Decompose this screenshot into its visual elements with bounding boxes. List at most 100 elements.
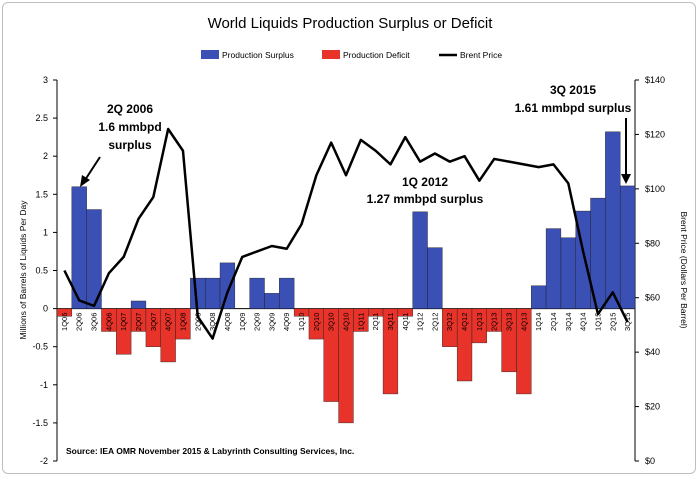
x-tick-label-3q11: 3Q11 <box>386 313 395 331</box>
annotation-2q2006: 2Q 2006 1.6 mmbpd surplus <box>80 102 162 187</box>
annotation-2q2006-line1: 2Q 2006 <box>107 102 153 116</box>
x-tick-label-2q10: 2Q10 <box>312 313 321 331</box>
x-tick-label-4q08: 4Q08 <box>223 313 232 331</box>
x-tick-label-1q10: 1Q10 <box>297 313 306 331</box>
x-tick-label-4q10: 4Q10 <box>342 313 351 331</box>
deficit-bar-1q08 <box>175 308 191 340</box>
y-tick-label: 1 <box>43 227 48 237</box>
y2-tick-label: $140 <box>645 75 665 85</box>
surplus-bar-2q14 <box>545 228 562 309</box>
surplus-bar-3q08 <box>205 277 221 309</box>
x-tick-label-1q07: 1Q07 <box>119 313 128 331</box>
x-tick-label-4q12: 4Q12 <box>460 313 469 331</box>
x-tick-label-4q09: 4Q09 <box>282 313 291 331</box>
x-tick-label-1q14: 1Q14 <box>534 313 543 331</box>
annotation-2q2006-arrow <box>84 156 101 181</box>
chart-title: World Liquids Production Surplus or Defi… <box>208 15 494 32</box>
annotation-3q2015: 3Q 2015 1.61 mmbpd surplus <box>515 83 632 184</box>
x-tick-label-1q08: 1Q08 <box>178 313 187 331</box>
surplus-bar-2q07 <box>130 300 147 309</box>
x-tick-label-4q14: 4Q14 <box>579 313 588 331</box>
x-tick-label-1q11: 1Q11 <box>356 313 365 331</box>
y-tick-label: -0.5 <box>32 342 48 352</box>
y-tick-label: 2.5 <box>35 113 48 123</box>
x-tick-label-1q15: 1Q15 <box>593 313 602 331</box>
surplus-bar-2q15 <box>605 131 621 309</box>
x-tick-label-4q07: 4Q07 <box>164 313 173 331</box>
x-tick-label-3q15: 3Q15 <box>623 313 632 331</box>
x-tick-label-1q09: 1Q09 <box>238 313 247 331</box>
x-tick-label-1q13: 1Q13 <box>475 313 484 331</box>
x-tick-label-2q09: 2Q09 <box>253 313 262 331</box>
y-tick-label: 2 <box>43 151 48 161</box>
deficit-bar-3q11 <box>382 308 399 395</box>
x-tick-label-2q08: 2Q08 <box>193 313 202 331</box>
x-tick-label-3q14: 3Q14 <box>564 313 573 331</box>
legend-surplus-label: Production Surplus <box>222 50 294 60</box>
annotation-2q2006-line2: 1.6 mmbpd <box>98 120 161 134</box>
annotation-3q2015-line2: 1.61 mmbpd surplus <box>515 101 632 115</box>
bars <box>56 131 636 424</box>
x-tick-label-3q08: 3Q08 <box>208 313 217 331</box>
x-tick-label-2q07: 2Q07 <box>134 313 143 331</box>
chart-frame <box>2 2 696 474</box>
x-tick-label-4q06: 4Q06 <box>104 313 113 331</box>
x-tick-label-2q13: 2Q13 <box>490 313 499 331</box>
y-tick-label: -2 <box>40 456 48 466</box>
y-tick-label: -1 <box>40 380 48 390</box>
price-series <box>63 127 629 340</box>
y2-axis-title: Brent Price (Dollars Per Barrel) <box>679 211 689 328</box>
x-tick-label-4q13: 4Q13 <box>519 313 528 331</box>
legend-deficit-swatch <box>322 50 340 59</box>
x-tick-label-2q12: 2Q12 <box>430 313 439 331</box>
y-tick-label: 0 <box>43 304 48 314</box>
surplus-bar-4q08 <box>219 262 236 309</box>
x-tick-labels: 1Q06 2Q06 3Q06 4Q06 1Q07 2Q07 3Q07 4Q07 1Q08 2Q08… <box>60 313 632 331</box>
surplus-bar-1q12 <box>412 211 428 309</box>
y2-tick-label: $80 <box>645 238 660 248</box>
legend-deficit-label: Production Deficit <box>343 50 410 60</box>
deficit-bar-4q10 <box>338 308 354 424</box>
x-tick-label-2q14: 2Q14 <box>549 313 558 331</box>
x-tick-label-1q12: 1Q12 <box>416 313 425 331</box>
deficit-bar-1q11 <box>353 308 369 332</box>
surplus-bar-2q09 <box>249 277 265 309</box>
y2-tick-label: $60 <box>645 293 660 303</box>
y-tick-label: 3 <box>43 75 48 85</box>
annotation-2q2006-line3: surplus <box>108 138 152 152</box>
y-tick-label: 1.5 <box>35 189 48 199</box>
x-tick-label-4q11: 4Q11 <box>401 313 410 331</box>
brent-price-line <box>63 127 629 340</box>
y2-tick-label: $120 <box>645 129 665 139</box>
surplus-bar-4q09 <box>279 277 295 309</box>
deficit-bar-4q11 <box>397 308 413 317</box>
annotation-3q2015-line1: 3Q 2015 <box>550 83 596 97</box>
deficit-bar-1q06 <box>56 308 73 317</box>
y2-tick-label: $100 <box>645 184 665 194</box>
legend: Production Surplus Production Deficit Br… <box>201 50 502 60</box>
surplus-bar-2q12 <box>427 247 443 309</box>
y-axis-title: Millions of Barrels of Liquids Per Day <box>18 200 28 340</box>
x-tick-label-2q06: 2Q06 <box>75 313 84 331</box>
deficit-bar-4q13 <box>516 308 532 395</box>
source-note: Source: IEA OMR November 2015 & Labyrint… <box>66 446 354 456</box>
surplus-bar-3q06 <box>86 209 102 309</box>
y2-tick-label: $0 <box>645 456 655 466</box>
surplus-bar-3q15 <box>619 185 636 309</box>
x-tick-label-2q15: 2Q15 <box>608 313 617 331</box>
annotation-1q2012-line2: 1.27 mmbpd surplus <box>367 192 484 206</box>
annotation-1q2012-line1: 1Q 2012 <box>402 175 448 189</box>
y-tick-label: 0.5 <box>35 266 48 276</box>
surplus-bar-3q14 <box>560 237 576 309</box>
x-tick-label-1q06: 1Q06 <box>60 313 69 331</box>
deficit-bar-4q12 <box>456 308 473 382</box>
annotation-2q2006-arrowhead <box>80 175 90 187</box>
surplus-bar-1q14 <box>531 285 547 309</box>
x-tick-label-2q11: 2Q11 <box>371 313 380 331</box>
legend-surplus-swatch <box>201 50 219 59</box>
annotation-3q2015-arrowhead <box>621 174 631 184</box>
legend-brent-label: Brent Price <box>460 50 502 60</box>
x-tick-label-3q09: 3Q09 <box>267 313 276 331</box>
x-tick-label-3q07: 3Q07 <box>149 313 158 331</box>
